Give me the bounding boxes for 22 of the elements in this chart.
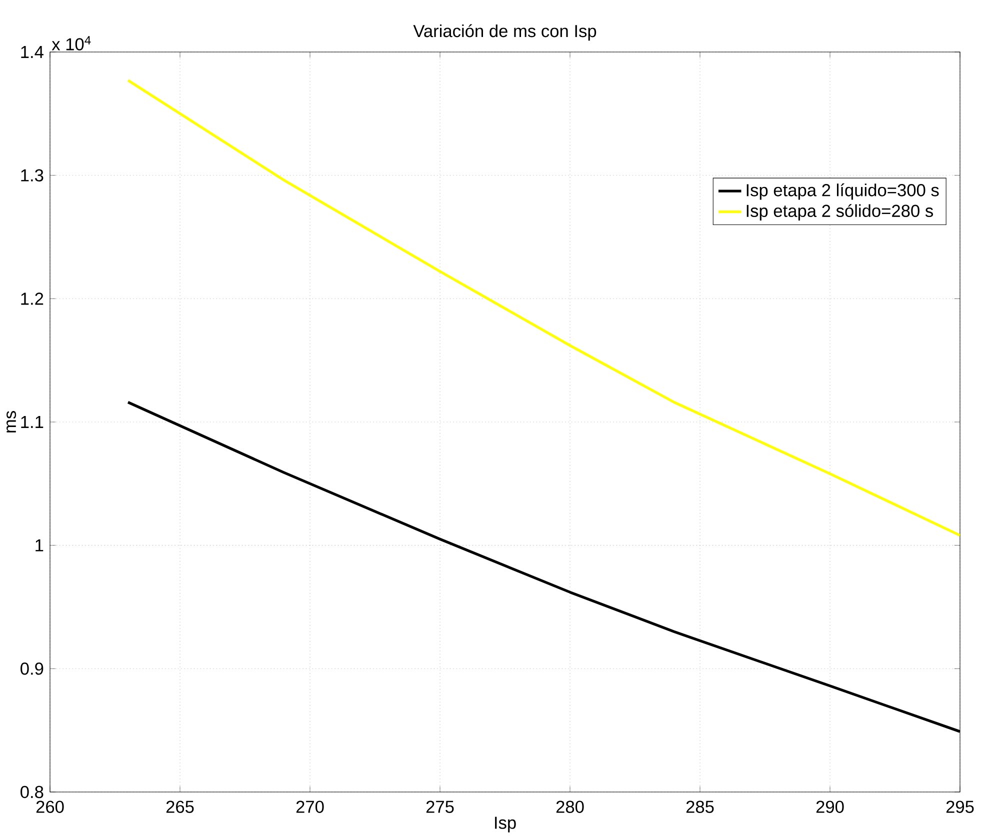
legend-label: Isp etapa 2 líquido=300 s [746, 183, 939, 200]
x-axis-title: Isp [495, 816, 516, 832]
y-tick-label: 1 [36, 539, 44, 552]
y-tick-label: 1.3 [21, 169, 44, 182]
text: x 10$^{4}$ [52, 36, 91, 50]
x-tick-label: 275 [426, 800, 454, 813]
x-tick-label: 260 [36, 800, 64, 813]
y-tick-label: 0.8 [20, 786, 44, 798]
chart-title: Variación de ms con Isp [413, 24, 596, 41]
y-tick-label: 1.2 [21, 292, 44, 305]
legend-label: Isp etapa 2 sólido=280 s [746, 204, 933, 220]
y-axis-title: ms [6, 411, 16, 432]
x-tick-label: 290 [816, 800, 844, 813]
x-tick-label: 270 [296, 800, 324, 813]
line-series [126, 78, 960, 537]
x-tick-label: 295 [946, 800, 974, 813]
y-tick-label: 1.4 [21, 46, 44, 58]
y-tick-label: 0.9 [20, 662, 44, 675]
x-tick-label: 265 [166, 800, 194, 813]
x-tick-label: 280 [556, 800, 584, 813]
x-tick-label: 285 [686, 800, 714, 813]
y-tick-label: 1.1 [21, 416, 44, 428]
